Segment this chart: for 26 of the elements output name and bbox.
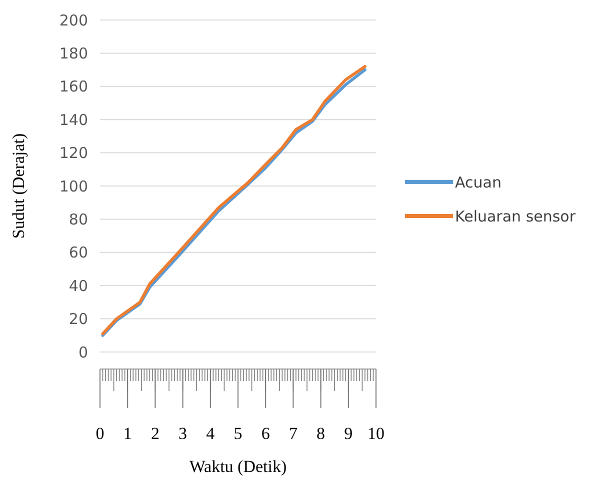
y-axis-title: Sudut (Derajat) [9,133,28,239]
x-axis-title: Waktu (Detik) [189,457,287,476]
y-tick-label: 160 [59,78,88,96]
y-tick-label: 20 [68,310,88,328]
y-tick-label: 200 [59,11,88,30]
x-tick-label: 7 [288,424,298,443]
y-tick-label: 180 [59,44,88,62]
legend-label: Acuan [455,173,502,192]
x-tick-label: 1 [123,424,132,443]
x-tick-label: 4 [206,424,216,443]
legend-label: Keluaran sensor [455,207,576,226]
x-tick-label: 6 [261,424,270,443]
x-tick-label: 9 [344,424,353,443]
y-tick-label: 100 [59,177,88,196]
y-tick-label: 120 [59,144,88,162]
y-tick-label: 0 [78,343,88,362]
x-tick-label: 0 [96,424,104,443]
y-tick-label: 40 [68,276,88,295]
x-tick-label: 5 [234,424,242,443]
x-tick-label: 3 [178,424,188,443]
y-tick-label: 80 [68,210,88,228]
x-tick-label: 8 [316,424,326,443]
x-tick-label: 2 [150,424,160,443]
y-tick-label: 140 [59,110,88,129]
x-tick-label: 10 [368,424,384,443]
y-tick-label: 60 [68,244,88,262]
